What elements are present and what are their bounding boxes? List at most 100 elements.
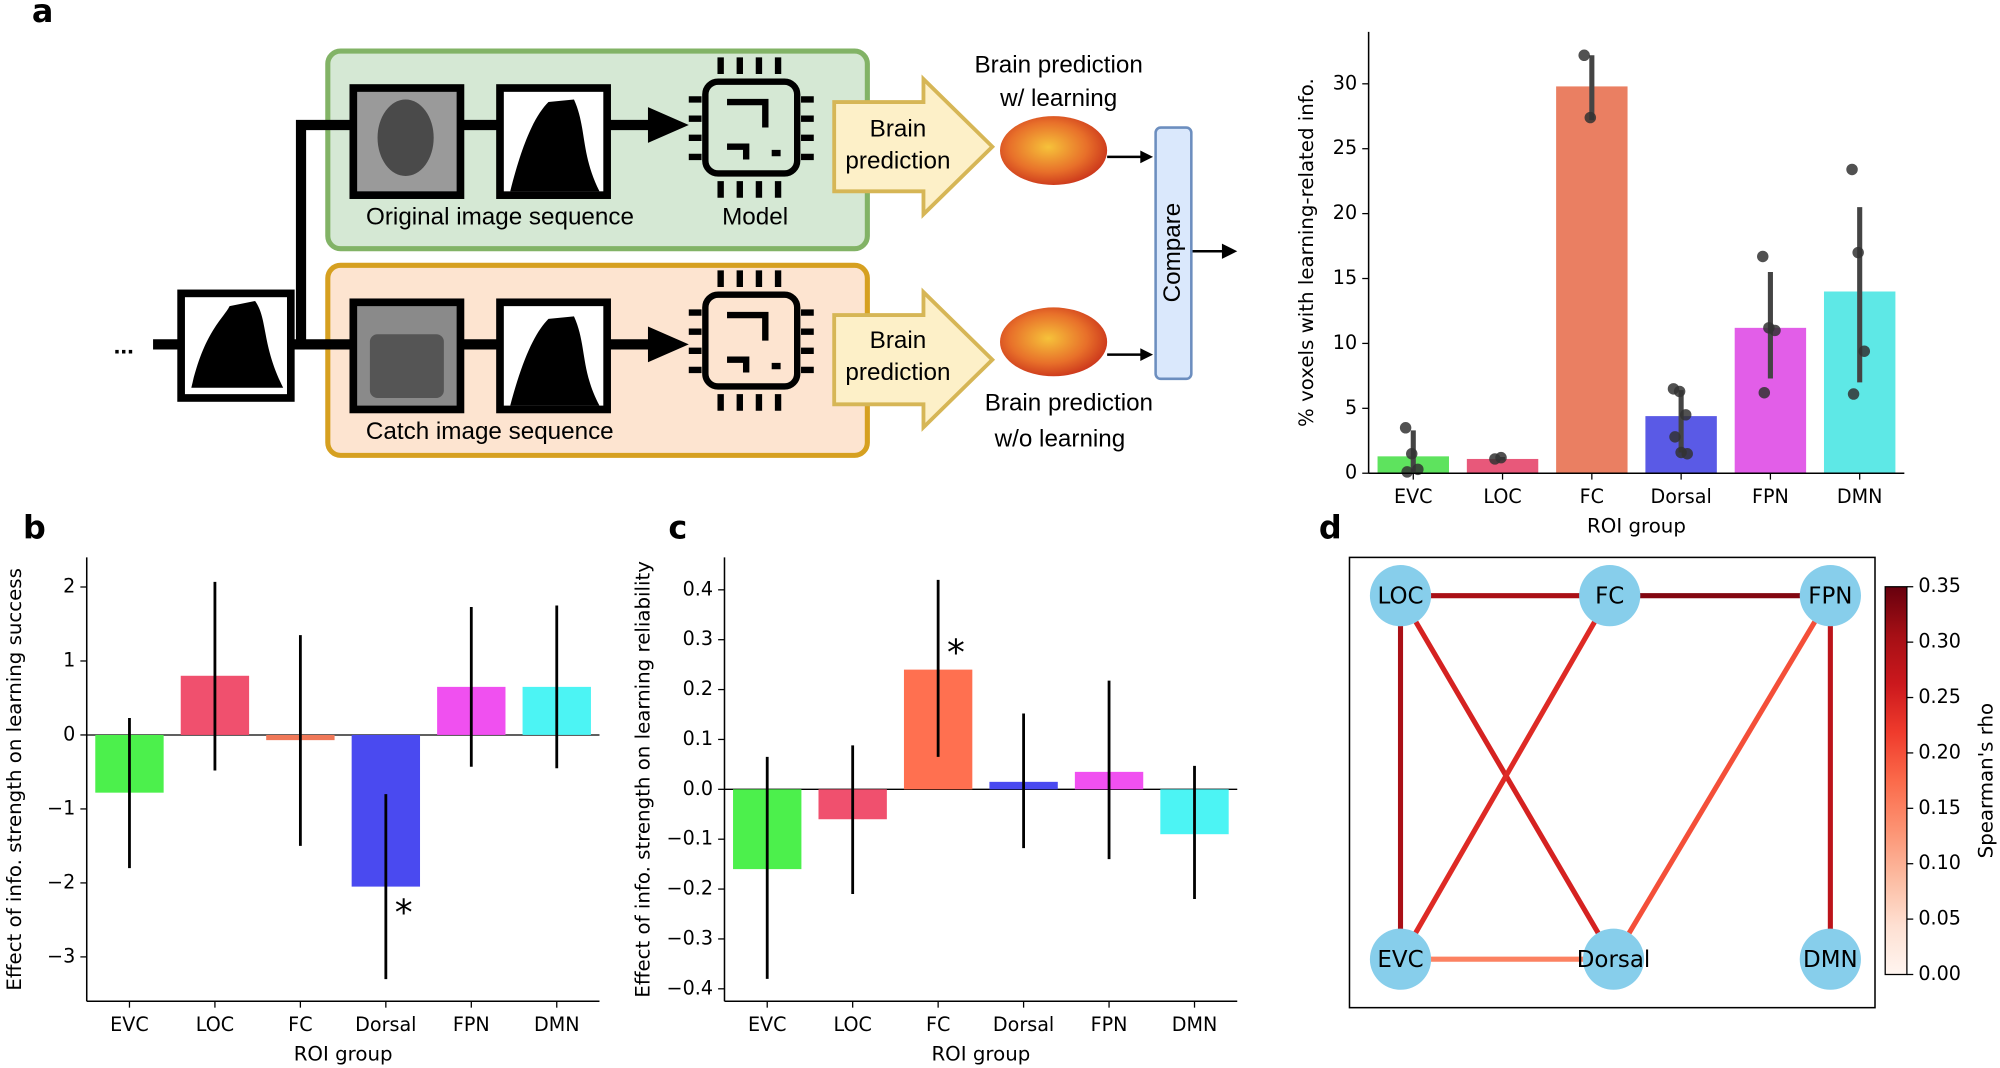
colorbar-tick-label: 0.25 [1918, 685, 1961, 708]
x-tick-label: Dorsal [355, 1013, 416, 1036]
y-tick-label: −0.2 [667, 877, 713, 900]
significance-marker: * [395, 893, 413, 934]
ellipsis: ... [114, 332, 134, 359]
y-tick-label: 15 [1333, 266, 1357, 289]
y-tick-label: 0.0 [683, 777, 713, 800]
node [1799, 928, 1861, 990]
y-tick-label: 1 [63, 648, 75, 671]
arrow-label: prediction [845, 147, 950, 174]
node-label: DMN [1803, 947, 1858, 973]
arrow-label: Brain [870, 116, 927, 143]
x-axis-label: ROI group [931, 1042, 1030, 1065]
y-tick-label: −1 [47, 796, 75, 819]
x-tick-label: FC [926, 1013, 950, 1036]
y-tick-label: −0.1 [667, 827, 713, 850]
pipeline-diagram: ... Original image sequence Model Catch … [114, 48, 1238, 458]
edge [1611, 594, 1833, 961]
x-tick-label: FPN [1752, 485, 1789, 508]
arrow-head [647, 326, 689, 363]
bar [1466, 458, 1539, 474]
colorbar-tick-label: 0.05 [1918, 907, 1961, 930]
arrow-head [1140, 150, 1154, 164]
caption: Catch image sequence [366, 418, 614, 445]
y-axis-label: Effect of info. strength on learning rel… [632, 561, 655, 998]
x-tick-label: FC [1580, 485, 1604, 508]
arrow-label: prediction [845, 359, 950, 386]
silhouette [510, 316, 600, 406]
panel-label: b [23, 508, 46, 546]
data-point [1847, 388, 1860, 400]
data-point [1769, 324, 1781, 337]
x-tick-label: FPN [1091, 1013, 1128, 1036]
data-point [1669, 431, 1681, 443]
data-point [1412, 463, 1424, 476]
prediction-arrow [832, 287, 996, 432]
image-content [377, 99, 434, 177]
caption: w/ learning [999, 85, 1117, 112]
data-point [1401, 466, 1413, 478]
data-point [1679, 409, 1692, 421]
y-tick-label: 0.3 [683, 627, 713, 650]
node-label: LOC [1377, 583, 1423, 609]
x-tick-label: LOC [196, 1013, 234, 1036]
data-point [1399, 422, 1412, 434]
arrow-head [647, 107, 689, 143]
y-tick-label: 20 [1333, 201, 1357, 224]
data-point [1757, 250, 1769, 263]
colorbar-tick-label: 0.35 [1918, 574, 1961, 597]
panel-label: a [32, 0, 54, 30]
y-tick-label: 0.4 [683, 577, 713, 600]
bar [1556, 86, 1628, 474]
node-label: FPN [1808, 583, 1852, 609]
model-chip [688, 270, 814, 411]
data-point [1584, 111, 1597, 124]
y-tick-label: 0 [63, 722, 75, 745]
y-axis-label: % voxels with learning-related info. [1295, 78, 1318, 427]
x-tick-label: LOC [1483, 485, 1521, 508]
colorbar-tick-label: 0.00 [1918, 962, 1961, 985]
x-axis-label: ROI group [1587, 514, 1686, 537]
y-tick-label: −0.3 [667, 926, 713, 949]
compare-label: Compare [1159, 203, 1186, 303]
colorbar-tick-label: 0.30 [1918, 630, 1961, 653]
y-tick-label: 25 [1333, 136, 1357, 159]
y-tick-label: 0 [1345, 461, 1357, 484]
y-tick-label: −2 [47, 870, 75, 893]
arrow-label: Brain [870, 327, 927, 354]
data-point [1578, 49, 1590, 61]
colorbar-label: Spearman's rho [1975, 703, 1998, 858]
plot-frame [1348, 556, 1876, 1009]
colorbar-tick-label: 0.20 [1918, 740, 1961, 763]
x-tick-label: Dorsal [1650, 485, 1711, 508]
data-point [1495, 451, 1507, 464]
node-label: EVC [1377, 947, 1423, 973]
caption: Brain prediction [985, 390, 1153, 417]
compare-box [1154, 126, 1193, 381]
colorbar-tick-label: 0.10 [1918, 851, 1961, 874]
caption: Model [722, 204, 788, 231]
x-tick-label: EVC [748, 1013, 787, 1036]
model-chip [688, 57, 814, 198]
x-axis-label: ROI group [294, 1042, 393, 1065]
node [1369, 928, 1432, 990]
y-tick-label: 2 [63, 574, 75, 597]
node-label: Dorsal [1577, 947, 1651, 973]
connector [153, 119, 654, 350]
y-tick-label: −0.4 [667, 976, 713, 999]
y-tick-label: 0.2 [683, 677, 713, 700]
node [1579, 565, 1641, 627]
arrow-head [1221, 243, 1238, 259]
data-point [1405, 448, 1418, 460]
x-tick-label: EVC [1394, 485, 1433, 508]
image-content [369, 334, 444, 398]
y-tick-label: −3 [47, 944, 75, 967]
colorbar [1884, 586, 1908, 976]
y-tick-label: 30 [1333, 71, 1357, 94]
silhouette [510, 99, 600, 192]
x-tick-label: DMN [534, 1013, 580, 1036]
data-point [1681, 448, 1693, 460]
data-point [1758, 387, 1771, 399]
silhouette [191, 301, 284, 388]
